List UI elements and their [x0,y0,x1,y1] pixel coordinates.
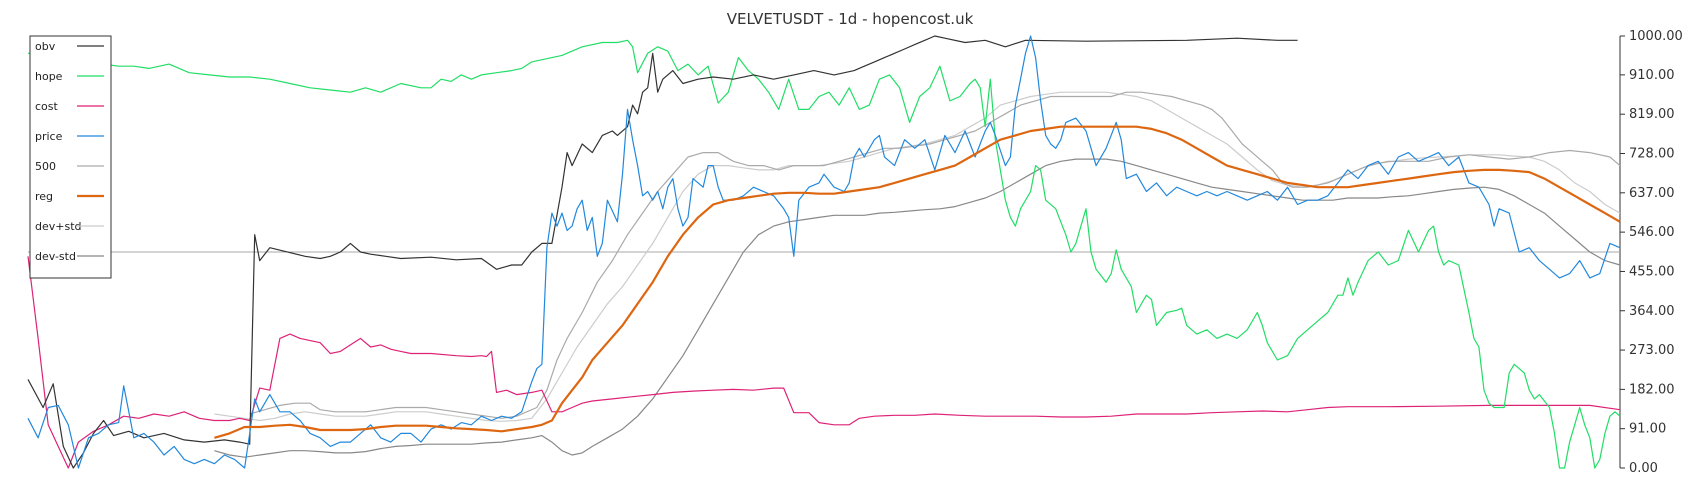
y-tick-label: 455.00 [1629,264,1675,279]
y-tick-label: 910.00 [1629,68,1675,83]
y-tick-label: 182.00 [1629,382,1675,397]
y-tick-label: 728.00 [1629,147,1675,162]
series-line-reg [214,125,1621,439]
y-tick-label: 91.00 [1629,422,1666,437]
y-tick-label: 1000.00 [1629,29,1683,44]
legend-label: reg [35,190,53,203]
y-axis: 1000.00 910.00 819.00 728.00 637.00 546.00 455… [1619,29,1683,476]
series-line-500 [249,91,1621,419]
chart-title: VELVETUSDT - 1d - hopencost.uk [726,10,974,28]
y-tick-label: 0.00 [1629,461,1658,476]
series-line-dev-std [214,91,1621,422]
series-lines [27,35,1621,469]
series-line-dev-std [214,158,1621,458]
legend-label: dev-std [35,250,76,263]
y-tick-label: 637.00 [1629,186,1675,201]
legend-label: price [35,130,63,143]
y-tick-label: 273.00 [1629,343,1675,358]
series-line-price [27,35,1621,469]
series-line-cost [27,256,1621,469]
series-line-obv [27,35,1298,469]
y-tick-label: 364.00 [1629,304,1675,319]
legend-label: dev+std [35,220,82,233]
legend: obv hope cost price 500 reg dev+std dev-std [29,35,112,279]
legend-label: cost [35,100,59,113]
y-tick-label: 819.00 [1629,107,1675,122]
legend-label: 500 [35,160,56,173]
legend-label: obv [35,40,56,53]
legend-label: hope [35,70,63,83]
y-tick-label: 546.00 [1629,225,1675,240]
series-line-hope [28,39,1621,469]
